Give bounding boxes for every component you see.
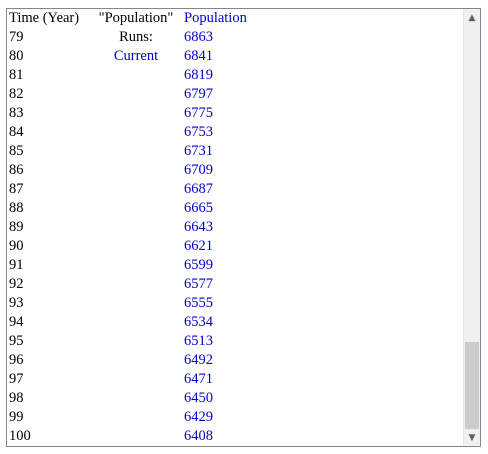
table-row: 83 6775: [7, 104, 463, 123]
runs-label: Runs:: [119, 29, 153, 45]
time-cell: 96: [9, 352, 24, 368]
table-row: 82 6797: [7, 85, 463, 104]
population-cell: 6643: [184, 219, 213, 235]
table-row: 85 6731: [7, 142, 463, 161]
chevron-up-icon[interactable]: ▲: [468, 12, 476, 23]
table-row: 96 6492: [7, 351, 463, 370]
population-cell: 6555: [184, 295, 213, 311]
time-cell: 89: [9, 219, 24, 235]
time-cell: 80: [9, 48, 24, 64]
table-row: 86 6709: [7, 161, 463, 180]
time-cell: 97: [9, 371, 24, 387]
time-cell: 85: [9, 143, 24, 159]
table-row: 100 6408: [7, 427, 463, 446]
time-cell: 94: [9, 314, 24, 330]
table-row: 97 6471: [7, 370, 463, 389]
population-cell: 6408: [184, 428, 213, 444]
population-cell: 6731: [184, 143, 213, 159]
population-cell: 6797: [184, 86, 213, 102]
table-row: 79 Runs: 6863: [7, 28, 463, 47]
time-cell: 98: [9, 390, 24, 406]
time-cell: 87: [9, 181, 24, 197]
header-population-variable: "Population": [98, 10, 174, 26]
scrollbar-thumb[interactable]: [465, 342, 479, 429]
table-row: 93 6555: [7, 294, 463, 313]
time-cell: 99: [9, 409, 24, 425]
table-row: 99 6429: [7, 408, 463, 427]
population-cell: 6599: [184, 257, 213, 273]
table-row: 95 6513: [7, 332, 463, 351]
table-row: 84 6753: [7, 123, 463, 142]
header-time-year: Time (Year): [9, 10, 80, 26]
time-cell: 90: [9, 238, 24, 254]
population-cell: 6819: [184, 67, 213, 83]
chevron-down-icon[interactable]: ▼: [468, 432, 476, 443]
population-cell: 6492: [184, 352, 213, 368]
time-cell: 79: [9, 29, 24, 45]
population-cell: 6775: [184, 105, 213, 121]
table-row: 88 6665: [7, 199, 463, 218]
run-current-label: Current: [113, 48, 159, 64]
table-row: 80 Current 6841: [7, 47, 463, 66]
population-cell: 6709: [184, 162, 213, 178]
time-cell: 92: [9, 276, 24, 292]
time-cell: 84: [9, 124, 24, 140]
vertical-scrollbar[interactable]: ▲ ▼: [463, 9, 480, 446]
table-body: Time (Year) "Population" Population 79 R…: [7, 9, 463, 446]
population-cell: 6841: [184, 48, 213, 64]
time-cell: 81: [9, 67, 24, 83]
population-cell: 6753: [184, 124, 213, 140]
time-cell: 88: [9, 200, 24, 216]
population-cell: 6471: [184, 371, 213, 387]
population-cell: 6665: [184, 200, 213, 216]
population-cell: 6687: [184, 181, 213, 197]
table-row: 87 6687: [7, 180, 463, 199]
population-cell: 6429: [184, 409, 213, 425]
table-row: 81 6819: [7, 66, 463, 85]
population-cell: 6534: [184, 314, 213, 330]
time-cell: 83: [9, 105, 24, 121]
population-cell: 6621: [184, 238, 213, 254]
table-row: 98 6450: [7, 389, 463, 408]
table-row: 91 6599: [7, 256, 463, 275]
time-cell: 82: [9, 86, 24, 102]
population-cell: 6577: [184, 276, 213, 292]
table-header-row: Time (Year) "Population" Population: [7, 9, 463, 28]
table-row: 94 6534: [7, 313, 463, 332]
table-row: 89 6643: [7, 218, 463, 237]
time-cell: 100: [9, 428, 31, 444]
time-cell: 93: [9, 295, 24, 311]
table-row: 92 6577: [7, 275, 463, 294]
table-row: 90 6621: [7, 237, 463, 256]
population-table-panel: Time (Year) "Population" Population 79 R…: [6, 8, 481, 447]
time-cell: 95: [9, 333, 24, 349]
time-cell: 91: [9, 257, 24, 273]
population-cell: 6863: [184, 29, 213, 45]
header-population: Population: [184, 10, 247, 26]
time-cell: 86: [9, 162, 24, 178]
population-cell: 6450: [184, 390, 213, 406]
population-cell: 6513: [184, 333, 213, 349]
